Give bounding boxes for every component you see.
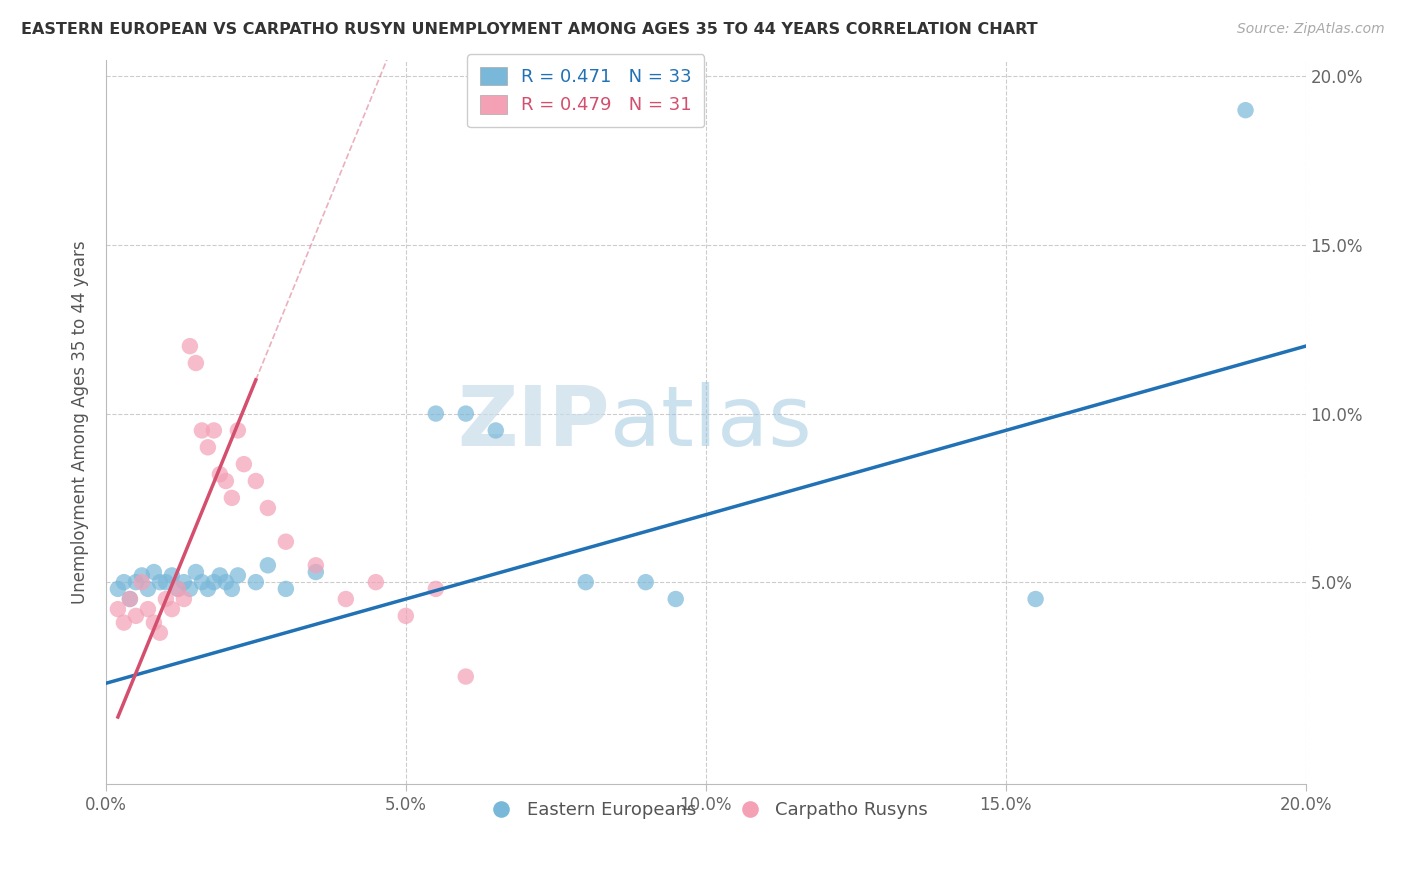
Point (425, 407, 447, 421)
Y-axis label: Unemployment Among Ages 35 to 44 years: Unemployment Among Ages 35 to 44 years (72, 240, 89, 604)
Point (575, 575, 598, 590)
Point (142, 615, 165, 630)
Point (125, 608, 148, 623)
Point (454, 407, 477, 421)
Point (197, 440, 219, 454)
Point (454, 669, 477, 683)
Point (112, 615, 135, 630)
Text: EASTERN EUROPEAN VS CARPATHO RUSYN UNEMPLOYMENT AMONG AGES 35 TO 44 YEARS CORREL: EASTERN EUROPEAN VS CARPATHO RUSYN UNEMP… (21, 22, 1038, 37)
Point (245, 575, 267, 590)
Point (179, 582, 201, 596)
Point (136, 582, 159, 596)
Point (202, 424, 225, 438)
Point (136, 602, 159, 616)
Point (107, 602, 129, 616)
Point (184, 356, 207, 370)
Point (215, 474, 238, 488)
Point (191, 575, 214, 590)
Point (149, 625, 172, 640)
Point (118, 592, 141, 607)
Point (215, 575, 238, 590)
Point (125, 575, 148, 590)
Text: ZIP: ZIP (457, 382, 610, 463)
Point (142, 565, 165, 579)
Point (160, 602, 183, 616)
Point (364, 575, 387, 590)
Point (305, 565, 328, 579)
Point (107, 582, 129, 596)
Point (634, 575, 657, 590)
Point (226, 568, 249, 582)
Point (485, 424, 508, 438)
Point (197, 582, 219, 596)
Point (232, 457, 254, 471)
Legend: Eastern Europeans, Carpatho Rusyns: Eastern Europeans, Carpatho Rusyns (477, 794, 935, 826)
Point (173, 575, 195, 590)
Point (202, 575, 225, 590)
Point (425, 582, 447, 596)
Point (257, 558, 280, 573)
Point (245, 474, 267, 488)
Point (1025, 592, 1047, 607)
Text: Source: ZipAtlas.com: Source: ZipAtlas.com (1237, 22, 1385, 37)
Point (155, 592, 177, 607)
Point (305, 558, 328, 573)
Point (221, 491, 243, 505)
Point (274, 582, 297, 596)
Point (335, 592, 357, 607)
Point (191, 424, 214, 438)
Point (184, 565, 207, 579)
Point (112, 575, 135, 590)
Point (1234, 103, 1257, 118)
Point (665, 592, 688, 607)
Point (149, 575, 172, 590)
Point (160, 568, 183, 582)
Text: atlas: atlas (610, 382, 811, 463)
Point (131, 575, 153, 590)
Point (221, 582, 243, 596)
Point (226, 424, 249, 438)
Point (208, 467, 231, 482)
Point (173, 592, 195, 607)
Point (208, 568, 231, 582)
Point (155, 575, 177, 590)
Point (257, 500, 280, 515)
Point (118, 592, 141, 607)
Point (167, 582, 190, 596)
Point (167, 582, 190, 596)
Point (274, 534, 297, 549)
Point (395, 608, 418, 623)
Point (179, 339, 201, 353)
Point (131, 568, 153, 582)
